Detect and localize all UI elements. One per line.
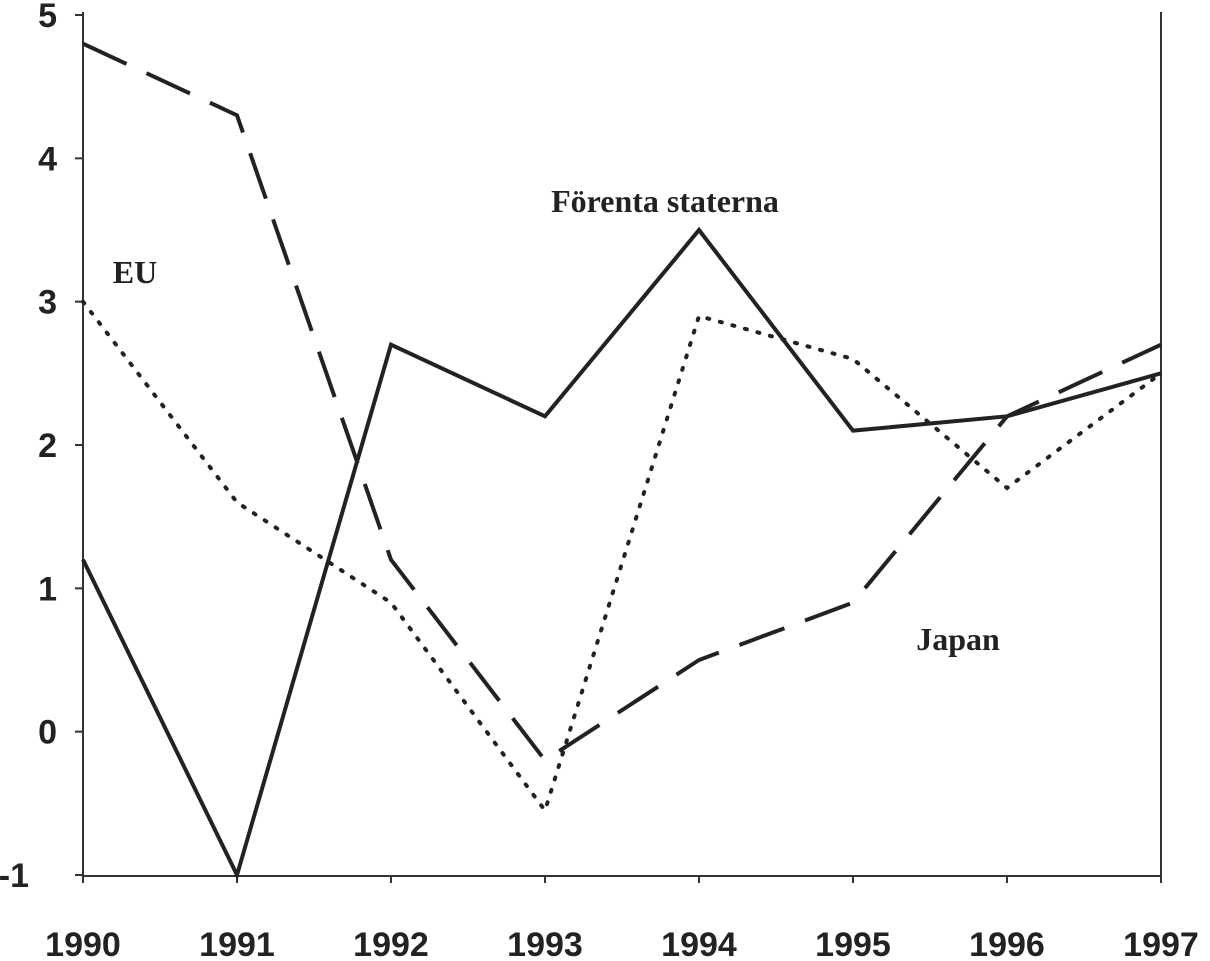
x-tick-label: 1991 bbox=[199, 926, 275, 961]
x-tick-label: 1993 bbox=[507, 926, 583, 961]
x-tick-label: 1996 bbox=[969, 926, 1045, 961]
line-series bbox=[81, 299, 1163, 815]
y-tick-label: 0 bbox=[38, 714, 57, 752]
y-tick-label: -1 bbox=[0, 857, 29, 895]
x-tick-label: 1994 bbox=[661, 926, 737, 961]
y-tick-label: 3 bbox=[38, 284, 57, 322]
x-tick-label: 1990 bbox=[45, 926, 121, 961]
y-tick-label: 4 bbox=[38, 140, 57, 178]
y-tick-label: 1 bbox=[38, 570, 57, 608]
series-label: EU bbox=[113, 254, 157, 290]
x-tick-label: 1992 bbox=[353, 926, 429, 961]
line-series bbox=[82, 41, 1162, 764]
y-tick-label: 5 bbox=[38, 0, 57, 35]
x-tick-label: 1995 bbox=[815, 926, 891, 961]
series-label: Japan bbox=[916, 621, 1000, 657]
series-label: Förenta staterna bbox=[551, 183, 779, 219]
x-tick-label: 1997 bbox=[1123, 926, 1199, 961]
y-tick-label: 2 bbox=[38, 427, 57, 465]
line-series bbox=[81, 226, 1162, 881]
